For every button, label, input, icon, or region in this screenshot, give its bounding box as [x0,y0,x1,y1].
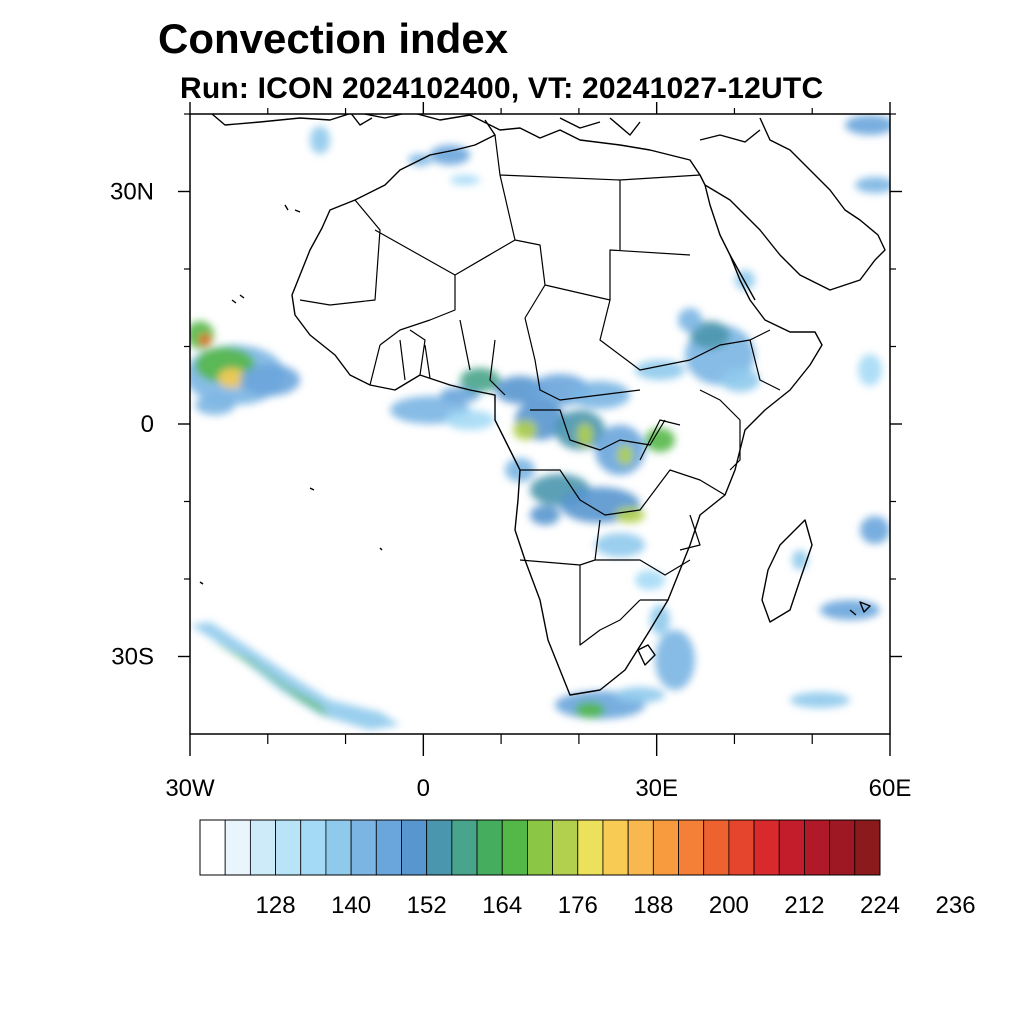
convection-cell [615,507,645,523]
colorbar-swatch [375,819,402,876]
convection-cell [577,423,593,447]
coastlines [199,114,886,696]
convection-cell [655,630,695,690]
colorbar-label: 200 [709,892,749,919]
colorbar-label: 176 [558,892,598,919]
colorbar-swatch [728,819,755,876]
colorbar-swatch [778,819,805,876]
lat-tick-label: 30N [110,179,154,206]
colorbar-label: 188 [633,892,673,919]
convection-cell [860,516,890,544]
convection-cell [240,364,300,396]
convection-cell [218,368,246,388]
lat-tick-label: 30S [111,644,154,671]
convection-cell [855,177,890,193]
convection-cell [199,334,211,346]
convection-cell [575,702,605,718]
madagascar-coastline [761,519,813,623]
colorbar-swatch [426,819,453,876]
convection-cell [595,533,645,557]
colorbar: 128 140 152 164 176 188 200 212 224 236 [199,819,976,919]
colorbar-swatch [829,819,856,876]
convection-cell [430,145,470,165]
lon-tick-label: 30W [165,775,215,802]
lon-tick-label: 30E [635,775,678,802]
convection-cell [450,175,480,185]
colorbar-label: 152 [407,892,447,919]
lon-tick-label: 0 [417,775,430,802]
chart-title: Convection index [158,15,509,62]
convection-cell [858,354,882,386]
convection-cell [650,605,670,635]
convection-cell [690,321,730,349]
colorbar-swatch [300,819,327,876]
colorbar-swatch [854,819,881,876]
colorbar-frame [199,819,881,876]
colorbar-swatch [678,819,705,876]
colorbar-label: 212 [784,892,824,919]
colorbar-swatch [602,819,629,876]
colorbar-swatch [401,819,428,876]
axis-ticks: 30N 0 30S 30W 0 30E 60E [110,102,911,802]
convection-cell [635,360,685,380]
frontal-band-core [210,640,330,718]
colorbar-swatch [350,819,377,876]
chart-subtitle: Run: ICON 2024102400, VT: 20241027-12UTC [180,72,824,105]
convection-cell [720,368,760,392]
colorbar-swatch [476,819,503,876]
colorbar-swatch [451,819,478,876]
lat-tick-label: 0 [141,411,154,438]
arabia-coastline [704,117,886,301]
convection-cell [678,308,702,332]
colorbar-swatch [552,819,579,876]
colorbar-swatch [652,819,679,876]
colorbar-label: 128 [256,892,296,919]
colorbar-swatch [275,819,302,876]
convection-cell [495,376,545,404]
colorbar-swatch [527,819,553,876]
colorbar-swatch [224,819,251,876]
convection-cell [617,445,633,465]
convection-cell [440,387,480,403]
convection-cell [195,395,235,415]
convection-cell [635,570,665,590]
colorbar-swatch [325,819,352,876]
convection-cell [310,126,330,154]
colorbar-swatch [199,819,226,876]
convection-cell [615,687,665,703]
lon-tick-label: 60E [869,775,912,802]
colorbar-label: 164 [482,892,522,919]
convection-cell [530,505,560,525]
convection-cell [513,420,537,440]
convection-field [190,115,890,730]
colorbar-swatch [627,819,654,876]
convection-cell [445,410,495,430]
convection-cell [845,115,890,135]
convection-cell [792,550,808,570]
colorbar-swatch [703,819,730,876]
colorbar-swatch [249,819,276,876]
convection-cell [735,270,755,290]
colorbar-label: 236 [936,892,976,919]
colorbar-label: 140 [331,892,371,919]
country-borders [299,134,781,646]
convection-cell [790,692,850,708]
africa-coastline [211,114,823,696]
convection-cell [460,368,500,392]
colorbar-swatch [501,819,528,876]
colorbar-swatch [577,819,604,876]
colorbar-swatch [804,819,831,876]
colorbar-swatch [753,819,780,876]
colorbar-label: 224 [860,892,900,919]
frontal-band [190,622,400,730]
